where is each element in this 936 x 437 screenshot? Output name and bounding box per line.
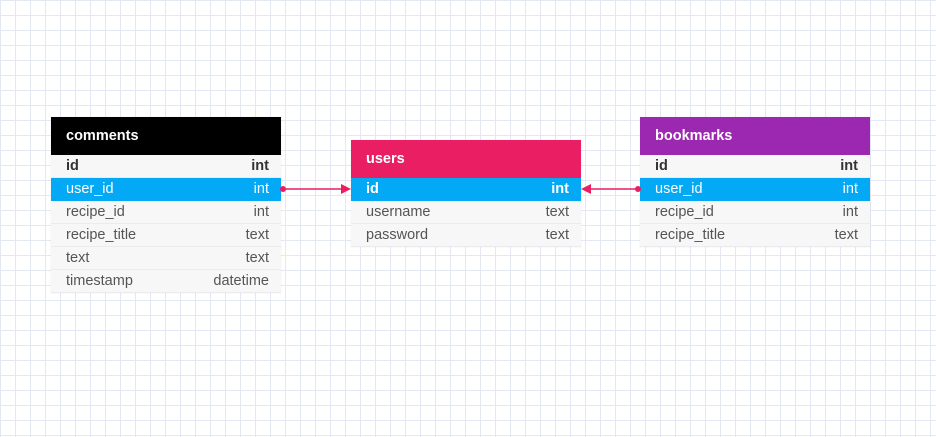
field-type: int bbox=[840, 158, 858, 174]
field-type: int bbox=[251, 158, 269, 174]
table-row[interactable]: recipe_id int bbox=[640, 201, 870, 224]
relation-arrow-icon bbox=[341, 184, 351, 194]
table-row[interactable]: user_id int bbox=[51, 178, 281, 201]
field-name: timestamp bbox=[66, 273, 133, 289]
table-row[interactable]: id int bbox=[51, 155, 281, 178]
table-bookmarks[interactable]: bookmarks id int user_id int recipe_id i… bbox=[640, 117, 870, 247]
relation-comments-users[interactable] bbox=[280, 184, 351, 194]
field-name: recipe_id bbox=[66, 204, 125, 220]
field-type: text bbox=[245, 250, 269, 266]
field-name: id bbox=[655, 158, 668, 174]
table-row[interactable]: password text bbox=[351, 224, 581, 247]
field-name: password bbox=[366, 227, 429, 243]
table-row[interactable]: timestamp datetime bbox=[51, 270, 281, 293]
field-type: int bbox=[842, 204, 858, 220]
field-type: int bbox=[551, 181, 569, 197]
table-header-bookmarks[interactable]: bookmarks bbox=[640, 117, 870, 155]
table-row[interactable]: username text bbox=[351, 201, 581, 224]
field-name: id bbox=[66, 158, 79, 174]
table-row[interactable]: recipe_title text bbox=[640, 224, 870, 247]
table-header-comments[interactable]: comments bbox=[51, 117, 281, 155]
relation-bookmarks-users[interactable] bbox=[581, 184, 641, 194]
field-name: recipe_id bbox=[655, 204, 714, 220]
table-users[interactable]: users id int username text password text bbox=[351, 140, 581, 247]
table-row[interactable]: user_id int bbox=[640, 178, 870, 201]
field-type: int bbox=[253, 204, 269, 220]
table-header-users[interactable]: users bbox=[351, 140, 581, 178]
field-name: id bbox=[366, 181, 379, 197]
field-name: text bbox=[66, 250, 90, 266]
field-type: int bbox=[842, 181, 858, 197]
field-type: text bbox=[545, 227, 569, 243]
table-row[interactable]: recipe_id int bbox=[51, 201, 281, 224]
field-name: recipe_title bbox=[66, 227, 137, 243]
table-row[interactable]: text text bbox=[51, 247, 281, 270]
field-name: username bbox=[366, 204, 431, 220]
relation-arrow-icon bbox=[581, 184, 591, 194]
field-type: int bbox=[253, 181, 269, 197]
field-type: datetime bbox=[213, 273, 269, 289]
field-name: user_id bbox=[66, 181, 114, 197]
table-row[interactable]: id int bbox=[640, 155, 870, 178]
field-name: user_id bbox=[655, 181, 703, 197]
table-row[interactable]: id int bbox=[351, 178, 581, 201]
field-type: text bbox=[245, 227, 269, 243]
table-row[interactable]: recipe_title text bbox=[51, 224, 281, 247]
table-comments[interactable]: comments id int user_id int recipe_id in… bbox=[51, 117, 281, 293]
field-type: text bbox=[834, 227, 858, 243]
field-type: text bbox=[545, 204, 569, 220]
field-name: recipe_title bbox=[655, 227, 726, 243]
